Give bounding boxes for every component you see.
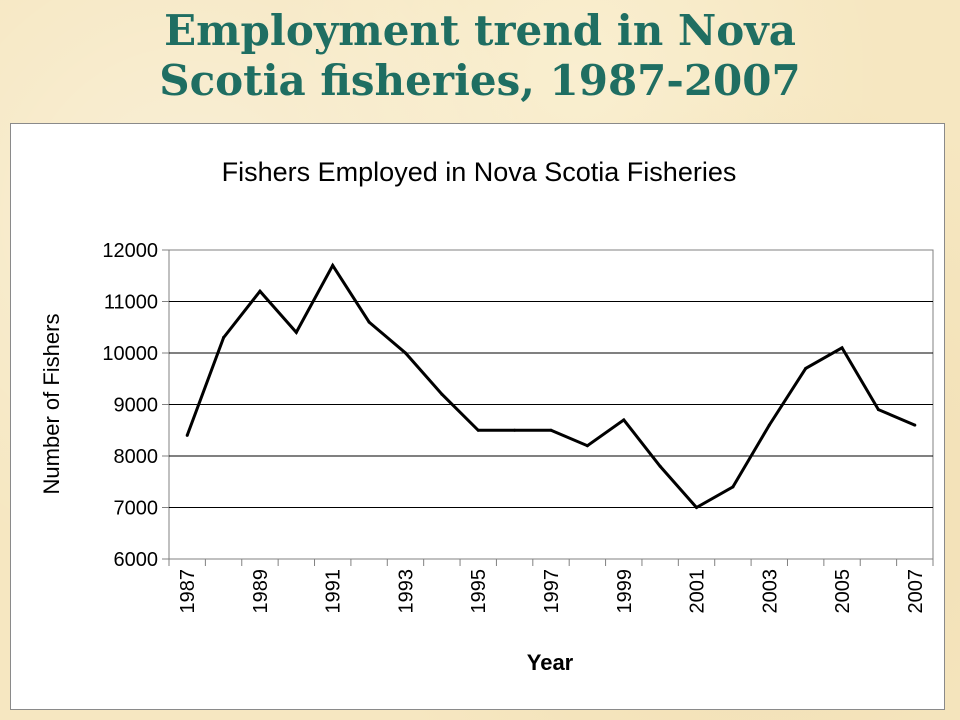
data-point [731,485,735,489]
x-tick-label: 2001 [687,569,709,614]
data-point [440,392,444,396]
y-tick-label: 7000 [114,498,159,520]
data-point [476,428,480,432]
y-tick-label: 11000 [104,292,158,314]
data-point [876,408,880,412]
x-tick-label: 2003 [759,569,781,614]
x-tick-label: 1989 [250,569,272,614]
y-tick-label: 12000 [102,240,158,262]
data-point [331,263,335,267]
data-point [804,366,808,370]
x-tick-label: 2007 [905,569,927,614]
x-axis-label: Year [527,650,574,675]
y-tick-label: 8000 [114,446,159,468]
y-tick-label: 10000 [102,343,158,365]
data-point [367,320,371,324]
chart-frame: Fishers Employed in Nova Scotia Fisherie… [10,123,945,710]
slide-title: Employment trend in Nova Scotia fisherie… [0,6,960,106]
data-point [913,423,917,427]
y-axis-label: Number of Fishers [39,314,64,495]
slide-title-line-1: Employment trend in Nova [164,6,796,55]
x-tick-label: 1997 [541,569,563,614]
line-chart: Fishers Employed in Nova Scotia Fisherie… [39,157,934,675]
y-tick-label: 6000 [114,549,159,571]
chart-title: Fishers Employed in Nova Scotia Fisherie… [222,157,737,187]
data-point [403,351,407,355]
data-point [767,423,771,427]
x-tick-label: 1993 [395,569,417,614]
data-point [513,428,517,432]
x-tick-label: 1999 [614,569,636,614]
data-point [258,289,262,293]
data-point [695,506,699,509]
y-tick-label: 9000 [114,395,159,417]
data-point [294,330,298,334]
x-tick-label: 1995 [468,569,490,614]
data-point [585,444,589,448]
x-tick-label: 2005 [832,569,854,614]
data-point [185,433,189,437]
x-tick-label: 1991 [323,569,345,614]
data-point [622,418,626,422]
data-point [222,336,226,340]
data-point [658,464,662,468]
data-point [840,346,844,350]
x-tick-label: 1987 [177,569,199,614]
data-point [549,428,553,432]
slide-title-line-2: Scotia fisheries, 1987-2007 [159,56,801,105]
